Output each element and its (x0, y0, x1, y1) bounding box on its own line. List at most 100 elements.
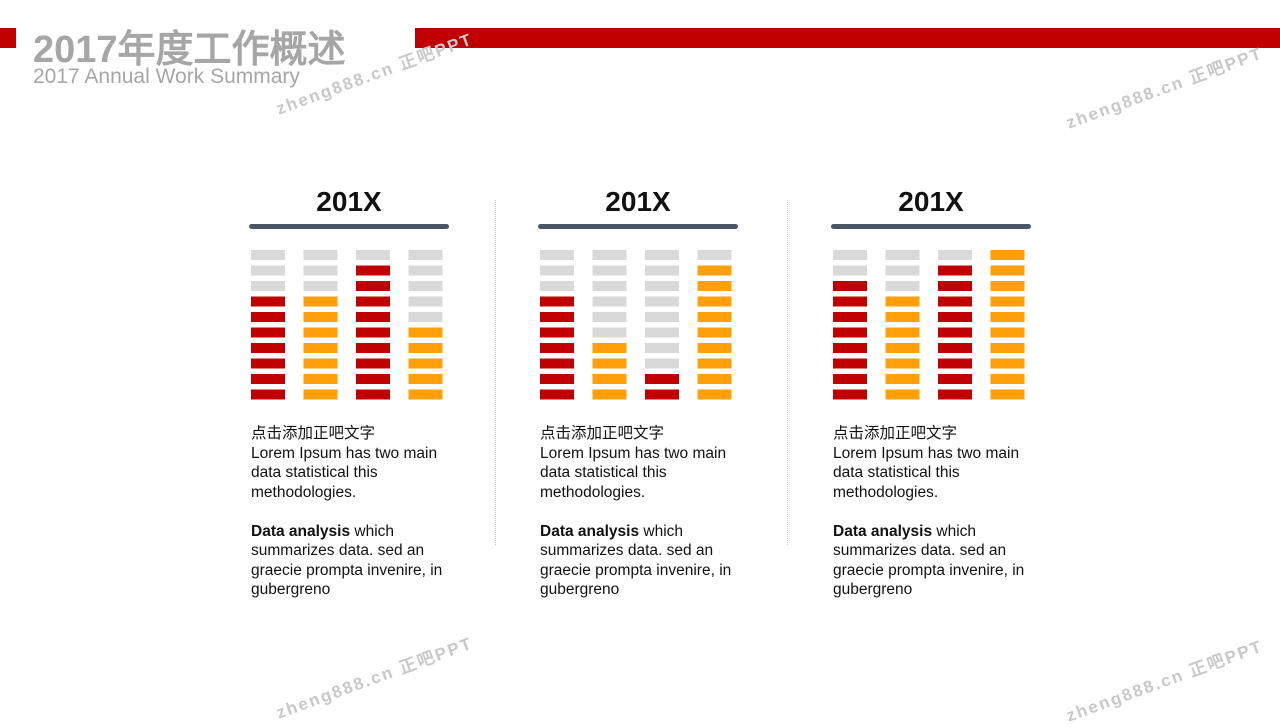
bar-block-filled (356, 327, 390, 338)
bar-block-filled (697, 296, 732, 307)
bar-block-filled (303, 374, 338, 384)
bar-block-empty (645, 343, 679, 353)
bar-block-filled (833, 358, 867, 369)
bar-column (356, 250, 390, 400)
bar-block-filled (540, 296, 574, 307)
bar-block-empty (356, 250, 390, 260)
bar-block-filled (697, 327, 732, 338)
bar-block-filled (833, 281, 867, 291)
bar-block-filled (885, 389, 920, 400)
year-title: 201X (898, 186, 964, 217)
bar-block-empty (645, 250, 679, 260)
bar-block-filled (540, 358, 574, 369)
bar-column (938, 250, 972, 400)
bar-block-filled (990, 312, 1025, 322)
bar-block-empty (540, 250, 574, 260)
bar-block-empty (408, 312, 443, 322)
bar-block-empty (408, 265, 443, 276)
bar-block-filled (540, 389, 574, 400)
year-title: 201X (316, 186, 382, 217)
bar-block-filled (938, 281, 972, 291)
panel-caption: 点击添加正吧文字 (540, 425, 665, 442)
bar-block-filled (885, 296, 920, 307)
bar-block-empty (592, 312, 627, 322)
bar-block-filled (990, 374, 1025, 384)
bar-block-filled (356, 358, 390, 369)
bar-column (885, 250, 920, 400)
bar-block-empty (645, 281, 679, 291)
panel-text: Lorem Ipsum has two main data statistica… (540, 444, 727, 501)
bar-block-filled (885, 312, 920, 322)
bar-block-filled (592, 389, 627, 400)
panel-description: 点击添加正吧文字 Lorem Ipsum has two main data s… (540, 424, 750, 600)
bar-block-empty (303, 281, 338, 291)
bar-block-filled (697, 374, 732, 384)
bar-block-empty (592, 296, 627, 307)
bar-block-empty (540, 265, 574, 276)
bar-block-filled (833, 296, 867, 307)
bar-block-filled (408, 389, 443, 400)
bar-block-filled (645, 374, 679, 384)
bar-block-filled (990, 358, 1025, 369)
bar-block-filled (251, 312, 285, 322)
bar-block-empty (885, 265, 920, 276)
bar-block-filled (592, 374, 627, 384)
block-bar-chart (540, 250, 732, 400)
panel-text: Lorem Ipsum has two main data statistica… (251, 444, 438, 501)
bar-block-filled (303, 358, 338, 369)
bar-block-filled (885, 374, 920, 384)
bar-block-filled (356, 296, 390, 307)
analysis-text: which summarizes data. sed an graecie pr… (833, 522, 1025, 599)
bar-column (833, 250, 867, 400)
bar-block-filled (833, 327, 867, 338)
page-subtitle: 2017 Annual Work Summary (33, 65, 300, 88)
year-title: 201X (605, 186, 671, 217)
bar-block-filled (356, 312, 390, 322)
bar-block-filled (645, 389, 679, 400)
bar-block-empty (645, 265, 679, 276)
bar-column (251, 250, 285, 400)
bar-column (645, 250, 679, 400)
bar-block-filled (938, 389, 972, 400)
bar-block-empty (303, 250, 338, 260)
bar-block-empty (251, 281, 285, 291)
bar-block-filled (833, 312, 867, 322)
bar-block-filled (990, 327, 1025, 338)
bar-block-empty (833, 250, 867, 260)
panel-divider (787, 200, 788, 545)
bar-block-filled (885, 327, 920, 338)
bar-block-empty (592, 327, 627, 338)
bar-block-filled (303, 296, 338, 307)
bar-block-filled (408, 327, 443, 338)
bar-block-filled (303, 389, 338, 400)
bar-block-filled (990, 250, 1025, 260)
bar-block-filled (408, 343, 443, 353)
panel-caption: 点击添加正吧文字 (833, 425, 958, 442)
bar-block-filled (251, 343, 285, 353)
analysis-text: which summarizes data. sed an graecie pr… (251, 522, 443, 599)
bar-block-filled (990, 281, 1025, 291)
panel-analysis: Data analysis which summarizes data. sed… (833, 522, 1043, 600)
bar-block-empty (885, 281, 920, 291)
bar-block-filled (990, 296, 1025, 307)
bar-block-filled (833, 343, 867, 353)
bar-block-filled (356, 281, 390, 291)
bar-block-filled (251, 389, 285, 400)
bar-block-filled (540, 374, 574, 384)
bar-block-filled (938, 374, 972, 384)
bar-block-filled (697, 389, 732, 400)
panel-text: Lorem Ipsum has two main data statistica… (833, 444, 1020, 501)
bar-block-filled (408, 374, 443, 384)
analysis-label: Data analysis (251, 522, 351, 540)
bar-block-filled (540, 312, 574, 322)
panel-description: 点击添加正吧文字 Lorem Ipsum has two main data s… (833, 424, 1043, 600)
year-underline (538, 224, 738, 229)
year-underline (249, 224, 449, 229)
bar-block-filled (592, 343, 627, 353)
watermark: zheng888.cn 正吧PPT (1063, 43, 1266, 133)
block-bar-chart (251, 250, 443, 400)
bar-block-filled (251, 327, 285, 338)
bar-block-filled (251, 374, 285, 384)
year-panel: 201X 点击添加正吧文字 Lorem Ipsum has two main d… (831, 180, 1051, 610)
bar-block-empty (592, 281, 627, 291)
